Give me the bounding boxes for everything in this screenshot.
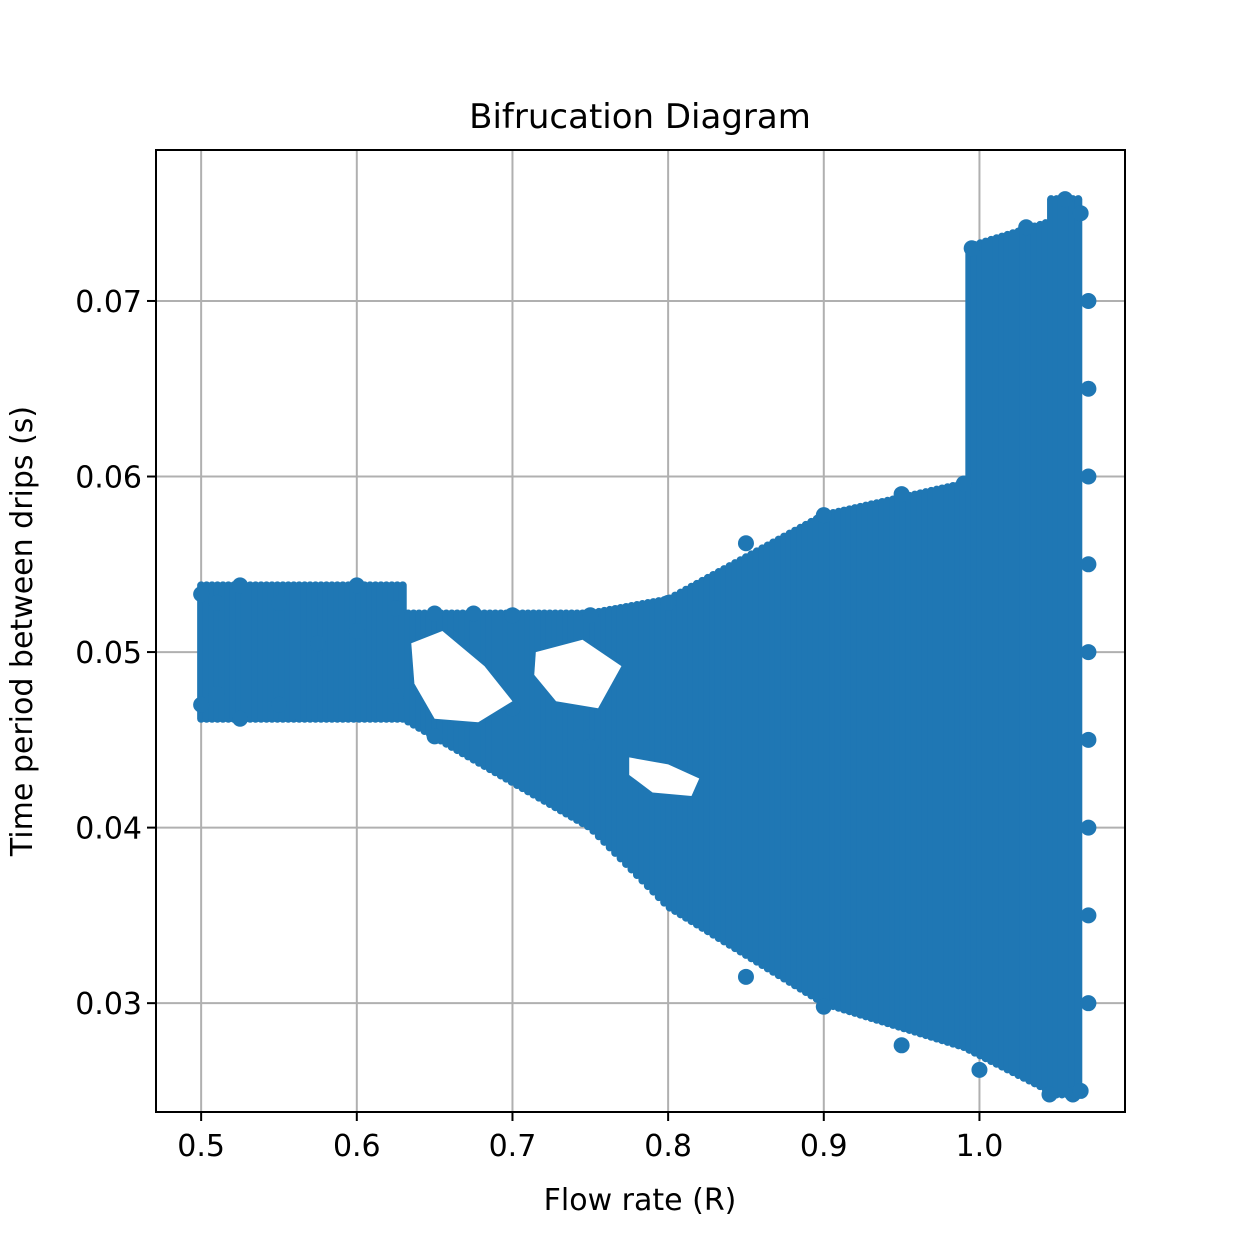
data-point	[232, 577, 249, 594]
data-point	[660, 594, 677, 611]
data-point	[582, 607, 599, 624]
ticks: 0.5 0.6 0.7 0.8 0.9 1.0 0.03 0.04 0.05 0.06 0.07	[75, 285, 1003, 1164]
data-point	[232, 710, 249, 727]
data-point	[963, 240, 980, 257]
data-point	[465, 605, 482, 622]
data-point	[1080, 995, 1097, 1012]
x-tick-label: 0.8	[644, 1129, 692, 1164]
data-point	[387, 687, 404, 704]
x-tick-label: 0.6	[333, 1129, 381, 1164]
x-axis-label: Flow rate (R)	[544, 1183, 737, 1218]
cloud-gap	[534, 639, 622, 709]
plot-frame	[155, 149, 1126, 1113]
data-point	[1080, 907, 1097, 924]
y-axis-label: Time period between drips (s)	[5, 406, 40, 857]
data-point	[1080, 380, 1097, 397]
data-point	[1080, 731, 1097, 748]
data-point	[348, 623, 365, 639]
data-point	[815, 507, 832, 524]
data-point	[582, 738, 599, 755]
data-point	[348, 577, 365, 594]
y-tick-label: 0.05	[75, 636, 142, 671]
data-point	[893, 486, 910, 503]
data-point	[737, 968, 754, 985]
data-point	[1080, 556, 1097, 573]
x-tick-label: 0.5	[177, 1129, 225, 1164]
data-point	[193, 696, 210, 713]
data-point	[193, 586, 210, 603]
data-point	[270, 594, 287, 611]
data-point	[815, 998, 832, 1015]
data-point	[504, 607, 521, 624]
data-point	[1080, 292, 1097, 309]
cloud-gap	[411, 631, 513, 723]
y-tick-label: 0.04	[75, 812, 142, 847]
x-tick-label: 0.7	[489, 1129, 537, 1164]
data-point	[971, 1061, 988, 1078]
data-point	[208, 594, 225, 611]
data-point	[1080, 468, 1097, 485]
data-point	[1072, 1082, 1089, 1099]
data-point	[270, 696, 287, 713]
chart-title: Bifrucation Diagram	[469, 97, 811, 137]
data-point	[893, 1037, 910, 1054]
x-tick-label: 1.0	[956, 1129, 1004, 1164]
data-point	[737, 535, 754, 552]
data-point	[387, 600, 404, 617]
data-point	[1018, 219, 1035, 236]
y-tick-label: 0.06	[75, 461, 142, 496]
x-tick-label: 0.9	[800, 1129, 848, 1164]
data-point	[1080, 644, 1097, 661]
data-point	[1057, 191, 1074, 208]
data-point	[1080, 819, 1097, 836]
data-point	[1041, 1086, 1058, 1103]
data-point	[955, 475, 972, 492]
data-point	[208, 686, 225, 703]
scatter-data	[193, 191, 1097, 1103]
cloud-gap	[629, 757, 700, 797]
data-point	[309, 635, 326, 652]
data-point	[504, 700, 521, 717]
data-point	[426, 605, 443, 622]
y-tick-label: 0.03	[75, 987, 142, 1022]
data-point	[426, 728, 443, 745]
data-point	[1072, 205, 1089, 222]
y-tick-label: 0.07	[75, 285, 142, 320]
